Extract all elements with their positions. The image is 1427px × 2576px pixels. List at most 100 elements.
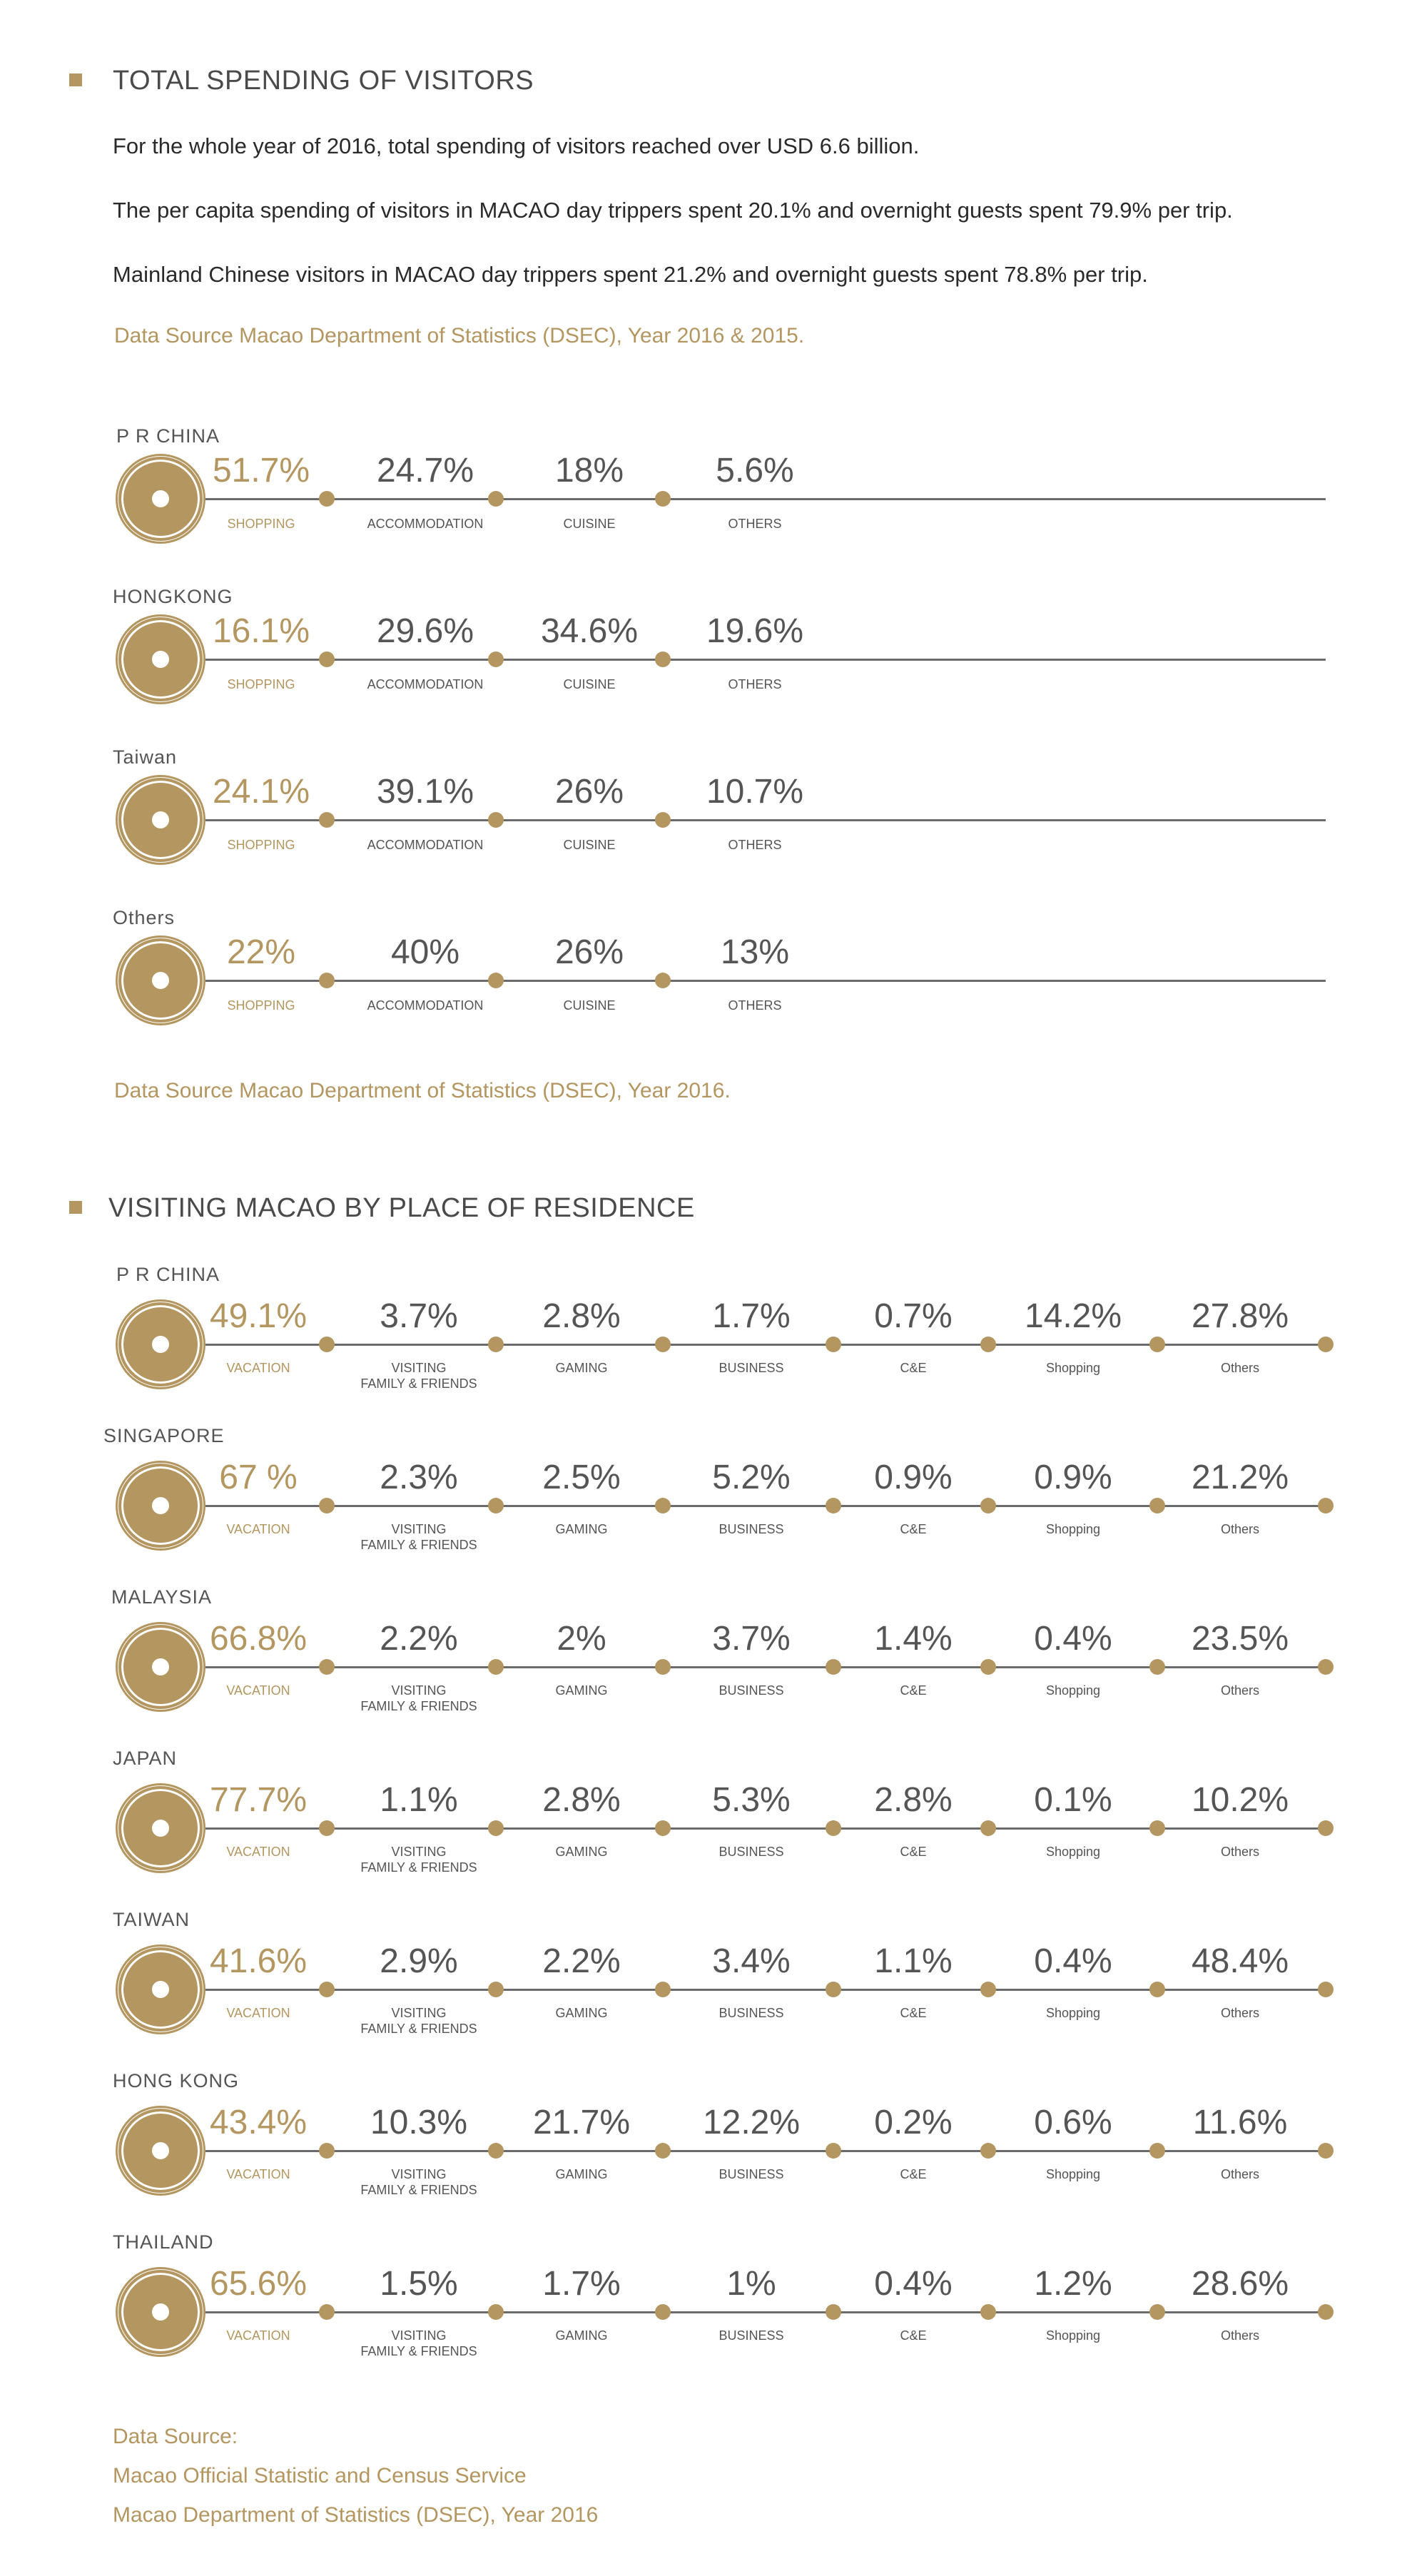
taiwan-coin-icon — [116, 775, 205, 865]
category-label-cuisine: CUISINE — [563, 838, 616, 852]
category-label-accommodation: ACCOMMODATION — [367, 838, 484, 852]
timeline-dot-others — [488, 973, 504, 988]
timeline-dot-singapore — [980, 1498, 996, 1513]
value-label-p-r-china-business: 1.7% — [712, 1297, 791, 1335]
timeline-dot-p-r-china — [655, 1337, 671, 1352]
value-label-hongkong-others: 19.6% — [706, 612, 804, 650]
value-label-malaysia-visiting-family-friends: 2.2% — [380, 1620, 458, 1658]
timeline-dot-japan — [826, 1820, 841, 1836]
category-label-vacation: VACATION — [226, 1522, 290, 1536]
value-label-taiwan-others: 48.4% — [1191, 1942, 1289, 1980]
category-label-c-e: C&E — [900, 2328, 927, 2343]
timeline-dot-p-r-china — [488, 1337, 504, 1352]
row-label-malaysia: MALAYSIA — [111, 1586, 213, 1608]
timeline-dot-p-r-china — [980, 1337, 996, 1352]
category-label-others: OTHERS — [728, 677, 782, 691]
value-label-hong-kong-others: 11.6% — [1192, 2104, 1288, 2141]
timeline-dot-p-r-china — [488, 491, 504, 507]
timeline-dot-malaysia — [488, 1659, 504, 1675]
timeline-dot-singapore — [826, 1498, 841, 1513]
value-label-taiwan-gaming: 2.2% — [542, 1942, 621, 1980]
category-label-gaming: GAMING — [555, 1522, 608, 1536]
category-label-c-e: C&E — [900, 2167, 927, 2181]
category-label-shopping: Shopping — [1045, 1683, 1101, 1698]
category-label-others: OTHERS — [728, 998, 782, 1013]
timeline-dot-p-r-china — [1318, 1337, 1334, 1352]
value-label-hong-kong-visiting-family-friends: 10.3% — [370, 2104, 468, 2141]
value-label-p-r-china-vacation: 49.1% — [209, 1297, 308, 1335]
row-label-hong-kong: HONG KONG — [113, 2070, 240, 2091]
category-label-gaming: GAMING — [555, 2328, 608, 2343]
row-label-thailand: THAILAND — [113, 2231, 214, 2253]
value-label-hongkong-accommodation: 29.6% — [376, 612, 474, 650]
value-label-p-r-china-visiting-family-friends: 3.7% — [380, 1297, 458, 1335]
category-label-business: BUSINESS — [718, 2167, 784, 2181]
residence-source-line-3: Macao Department of Statistics (DSEC), Y… — [113, 2503, 599, 2527]
category-label-business: BUSINESS — [718, 1361, 784, 1375]
value-label-japan-visiting-family-friends: 1.1% — [380, 1781, 458, 1819]
timeline-dot-singapore — [1318, 1498, 1334, 1513]
timeline-line-hongkong — [161, 659, 1326, 661]
category-label-business: BUSINESS — [718, 1845, 784, 1859]
malaysia-coin-icon — [116, 1622, 205, 1712]
value-label-singapore-vacation: 67 % — [219, 1459, 298, 1496]
value-label-singapore-c-e: 0.9% — [874, 1459, 953, 1496]
value-label-taiwan-shopping: 24.1% — [212, 773, 310, 811]
category-label-shopping: SHOPPING — [227, 677, 295, 691]
value-label-singapore-others: 21.2% — [1191, 1459, 1289, 1496]
value-label-others-cuisine: 26% — [554, 933, 624, 971]
row-label-p-r-china: P R CHINA — [116, 1264, 220, 1285]
value-label-hongkong-shopping: 16.1% — [212, 612, 310, 650]
timeline-line-taiwan — [161, 819, 1326, 821]
singapore-coin-icon — [116, 1461, 205, 1551]
category-label-cuisine: CUISINE — [563, 517, 616, 531]
japan-coin-icon — [116, 1783, 205, 1873]
row-label-others: Others — [113, 907, 176, 928]
category-label-shopping: SHOPPING — [227, 998, 295, 1013]
category-label-vacation: VACATION — [226, 1361, 290, 1375]
timeline-dot-taiwan — [655, 1982, 671, 1997]
timeline-dot-singapore — [1149, 1498, 1165, 1513]
timeline-dot-thailand — [655, 2304, 671, 2320]
category-label-accommodation: ACCOMMODATION — [367, 517, 484, 531]
value-label-taiwan-vacation: 41.6% — [209, 1942, 308, 1980]
hongkong-coin-icon — [116, 614, 205, 704]
category-label-visiting-family-friends: VISITING FAMILY & FRIENDS — [360, 2167, 477, 2197]
timeline-dot-taiwan — [826, 1982, 841, 1997]
timeline-line-taiwan — [161, 1989, 1326, 1991]
hong-kong-coin-icon — [116, 2106, 205, 2196]
residence-heading: VISITING MACAO BY PLACE OF RESIDENCE — [108, 1193, 695, 1223]
value-label-thailand-others: 28.6% — [1191, 2265, 1289, 2303]
residence-source-line-1: Data Source: — [113, 2425, 238, 2448]
value-label-singapore-visiting-family-friends: 2.3% — [380, 1459, 458, 1496]
value-label-japan-vacation: 77.7% — [209, 1781, 308, 1819]
timeline-dot-hong-kong — [488, 2143, 504, 2159]
category-label-others: Others — [1220, 2167, 1260, 2181]
value-label-japan-c-e: 2.8% — [874, 1781, 953, 1819]
category-label-others: Others — [1220, 1522, 1260, 1536]
value-label-malaysia-business: 3.7% — [712, 1620, 791, 1658]
category-label-c-e: C&E — [900, 1522, 927, 1536]
category-label-accommodation: ACCOMMODATION — [367, 998, 484, 1013]
category-label-shopping: Shopping — [1045, 1361, 1101, 1375]
timeline-dot-japan — [655, 1820, 671, 1836]
timeline-dot-taiwan — [319, 1982, 335, 1997]
timeline-dot-singapore — [488, 1498, 504, 1513]
timeline-dot-hongkong — [655, 651, 671, 667]
value-label-japan-business: 5.3% — [712, 1781, 791, 1819]
value-label-hong-kong-shopping: 0.6% — [1034, 2104, 1112, 2141]
timeline-dot-hong-kong — [655, 2143, 671, 2159]
value-label-malaysia-others: 23.5% — [1191, 1620, 1289, 1658]
value-label-p-r-china-shopping: 51.7% — [212, 452, 310, 490]
timeline-dot-taiwan — [1149, 1982, 1165, 1997]
section-bullet-spending — [69, 73, 82, 86]
spending-paragraph-3: Mainland Chinese visitors in MACAO day t… — [113, 262, 1148, 287]
value-label-hong-kong-vacation: 43.4% — [209, 2104, 308, 2141]
timeline-dot-hong-kong — [1149, 2143, 1165, 2159]
row-label-p-r-china: P R CHINA — [116, 425, 220, 447]
timeline-dot-hongkong — [319, 651, 335, 667]
timeline-dot-japan — [980, 1820, 996, 1836]
timeline-dot-japan — [488, 1820, 504, 1836]
category-label-shopping: Shopping — [1045, 1845, 1101, 1859]
value-label-taiwan-accommodation: 39.1% — [376, 773, 474, 811]
